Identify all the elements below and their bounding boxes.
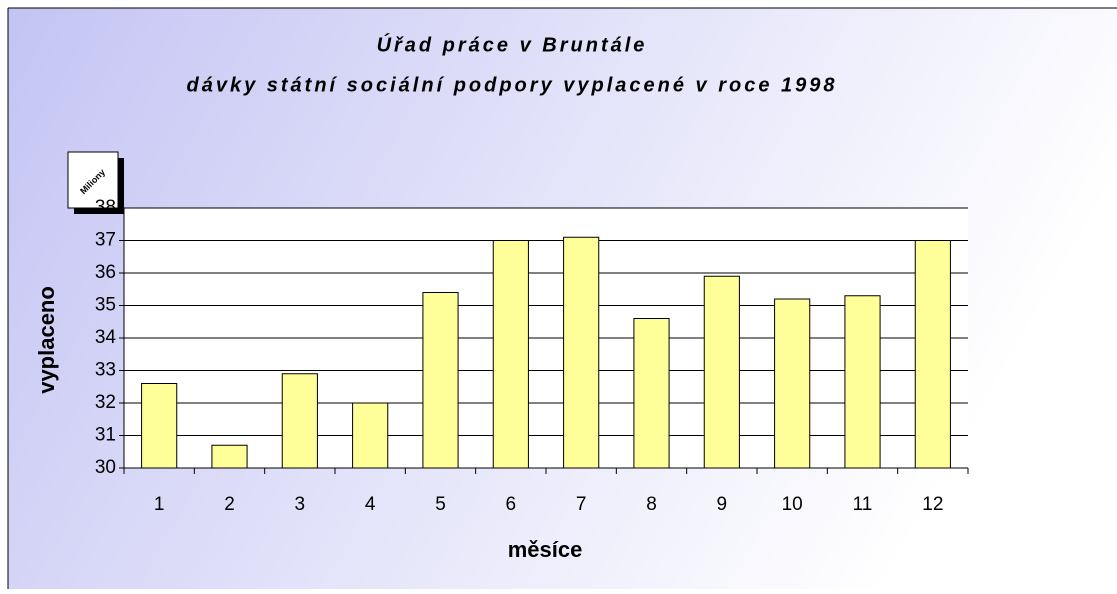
y-axis-label: vyplaceno [34,286,59,394]
x-axis-label: měsíce [508,537,583,562]
chart-title: Úřad práce v Bruntále [377,32,648,56]
x-tick-label: 12 [922,494,943,515]
y-tick-label: 30 [95,457,116,478]
bar [141,383,178,469]
bar [774,298,811,469]
bar [352,402,389,469]
grid [119,207,969,474]
y-tick-label: 37 [95,230,116,251]
x-tick-label: 4 [365,494,376,515]
bar [492,240,529,469]
y-tick-label: 38 [95,197,116,218]
bar [633,318,670,469]
bars [141,236,951,469]
x-tick-label: 11 [853,494,873,515]
y-tick-label: 36 [95,262,116,283]
chart-subtitle: dávky státní sociální podpory vyplacené … [187,74,838,96]
x-tick-label: 1 [154,494,165,515]
x-tick-label: 2 [224,494,235,515]
bar [914,240,951,469]
y-tick-label: 34 [95,327,117,348]
x-tick-label: 9 [717,494,728,515]
x-tick-label: 7 [576,494,587,515]
bar [563,236,600,469]
bar [844,295,881,469]
y-tick-label: 33 [95,360,116,381]
unit-box [67,151,119,209]
bar [211,444,248,469]
x-tick-label: 5 [435,494,446,515]
x-tick-label: 3 [295,494,306,515]
y-tick-label: 32 [95,392,116,413]
x-tick-label: 8 [646,494,657,515]
x-tick-label: 6 [506,494,517,515]
y-tick-label: 31 [95,425,116,446]
bar [281,373,318,469]
bar [422,292,459,469]
bar [703,275,740,469]
y-tick-label: 35 [95,295,116,316]
x-tick-label: 10 [782,494,803,515]
